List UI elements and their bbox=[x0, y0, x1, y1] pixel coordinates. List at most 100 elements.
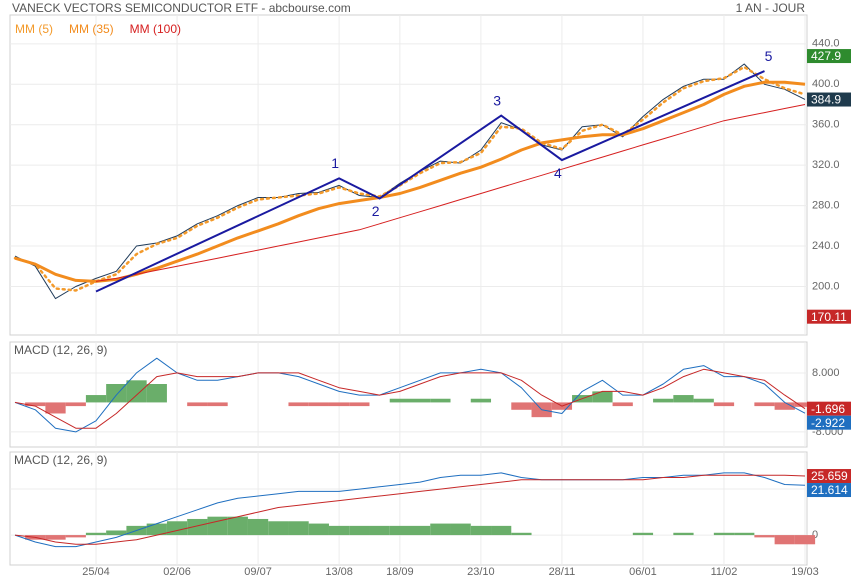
histogram-bar bbox=[146, 523, 167, 536]
panel-frame bbox=[9, 14, 808, 336]
value-box-label: 170.11 bbox=[811, 310, 847, 324]
histogram-bar bbox=[146, 384, 167, 403]
legend-entry: MM (5) bbox=[15, 22, 53, 36]
histogram-bar bbox=[470, 525, 492, 536]
y-tick-label: 280.0 bbox=[812, 199, 840, 211]
legend-entry: MM (100) bbox=[130, 22, 181, 36]
x-tick-label: 13/08 bbox=[325, 566, 353, 578]
value-box-label: 25.659 bbox=[811, 469, 848, 483]
x-tick-label: 25/04 bbox=[82, 566, 110, 578]
series-line bbox=[14, 63, 806, 300]
panel-frame bbox=[9, 341, 808, 448]
histogram-bar bbox=[45, 535, 66, 540]
value-box-label: -1.696 bbox=[811, 402, 845, 416]
histogram-bar bbox=[85, 532, 107, 536]
histogram-bar bbox=[410, 525, 431, 536]
histogram-bar bbox=[25, 402, 46, 407]
wave-label: 2 bbox=[372, 203, 380, 219]
y-tick-label: 360.0 bbox=[812, 119, 840, 131]
series-line bbox=[14, 357, 806, 433]
histogram-bar bbox=[389, 525, 410, 536]
legend-entry: MM (35) bbox=[69, 22, 114, 36]
histogram-bar bbox=[430, 523, 451, 536]
y-tick-label: 240.0 bbox=[812, 240, 840, 252]
x-tick-label: 11/02 bbox=[711, 566, 738, 578]
y-tick-label: 8.000 bbox=[812, 367, 840, 379]
chart-subtitle: 1 AN - JOUR bbox=[736, 1, 806, 15]
panel-title: MACD (12, 26, 9) bbox=[14, 343, 107, 357]
series-line bbox=[14, 472, 806, 548]
histogram-bar bbox=[673, 532, 694, 536]
value-box-label: 427.9 bbox=[811, 49, 841, 63]
histogram-bar bbox=[774, 402, 795, 410]
histogram-bar bbox=[207, 402, 228, 407]
histogram-bar bbox=[612, 402, 633, 407]
y-tick-label: 440.0 bbox=[812, 38, 840, 50]
histogram-bar bbox=[794, 535, 816, 545]
y-tick-label: 400.0 bbox=[812, 78, 840, 90]
value-box-label: 21.614 bbox=[811, 483, 848, 497]
value-box bbox=[807, 49, 851, 64]
x-tick-label: 18/09 bbox=[386, 566, 414, 578]
histogram-bar bbox=[268, 521, 289, 536]
histogram-bar bbox=[734, 532, 755, 536]
histogram-bar bbox=[713, 402, 735, 407]
histogram-bar bbox=[187, 518, 208, 536]
histogram-bar bbox=[106, 530, 127, 536]
histogram-bar bbox=[288, 521, 309, 536]
histogram-bar bbox=[511, 402, 532, 410]
histogram-bar bbox=[227, 516, 248, 536]
histogram-bar bbox=[450, 523, 471, 536]
value-box bbox=[807, 415, 851, 430]
panel-title: MACD (12, 26, 9) bbox=[14, 453, 107, 467]
histogram-bar bbox=[328, 525, 350, 536]
histogram-bar bbox=[511, 532, 532, 536]
histogram-bar bbox=[85, 395, 107, 403]
y-tick-label: 320.0 bbox=[812, 159, 840, 171]
histogram-bar bbox=[410, 398, 431, 403]
histogram-bar bbox=[187, 402, 208, 407]
value-box bbox=[807, 309, 851, 324]
wave-label: 5 bbox=[765, 48, 773, 64]
histogram-bar bbox=[430, 398, 451, 403]
panel-frame bbox=[9, 451, 808, 566]
x-tick-label: 28/11 bbox=[549, 566, 576, 578]
histogram-bar bbox=[774, 535, 795, 545]
histogram-bar bbox=[713, 532, 735, 536]
histogram-bar bbox=[126, 380, 147, 403]
histogram-bar bbox=[349, 402, 370, 407]
wave-label: 1 bbox=[331, 155, 339, 171]
histogram-bar bbox=[308, 523, 329, 536]
value-box bbox=[807, 401, 851, 416]
histogram-bar bbox=[65, 402, 86, 407]
value-box bbox=[807, 483, 851, 498]
x-tick-label: 23/10 bbox=[467, 566, 495, 578]
histogram-bar bbox=[207, 516, 228, 536]
histogram-bar bbox=[389, 398, 410, 403]
value-box bbox=[807, 92, 851, 107]
histogram-bar bbox=[65, 535, 86, 538]
x-tick-label: 19/03 bbox=[791, 566, 819, 578]
histogram-bar bbox=[754, 535, 775, 538]
histogram-bar bbox=[247, 518, 269, 536]
histogram-bar bbox=[45, 402, 66, 414]
x-tick-label: 02/06 bbox=[163, 566, 191, 578]
histogram-bar bbox=[592, 391, 613, 403]
histogram-bar bbox=[491, 525, 512, 536]
x-tick-label: 09/07 bbox=[244, 566, 272, 578]
series-line bbox=[14, 80, 806, 283]
wave-line bbox=[95, 70, 765, 293]
value-box bbox=[807, 469, 851, 484]
histogram-bar bbox=[754, 402, 775, 407]
series-line bbox=[13, 65, 807, 292]
histogram-bar bbox=[693, 398, 714, 403]
series-line bbox=[95, 104, 806, 282]
wave-label: 3 bbox=[493, 92, 501, 108]
histogram-bar bbox=[369, 525, 390, 536]
histogram-bar bbox=[653, 398, 674, 403]
y-tick-label: 0 bbox=[812, 529, 818, 541]
series-line bbox=[14, 368, 806, 429]
histogram-bar bbox=[470, 398, 492, 403]
histogram-bar bbox=[288, 402, 309, 407]
